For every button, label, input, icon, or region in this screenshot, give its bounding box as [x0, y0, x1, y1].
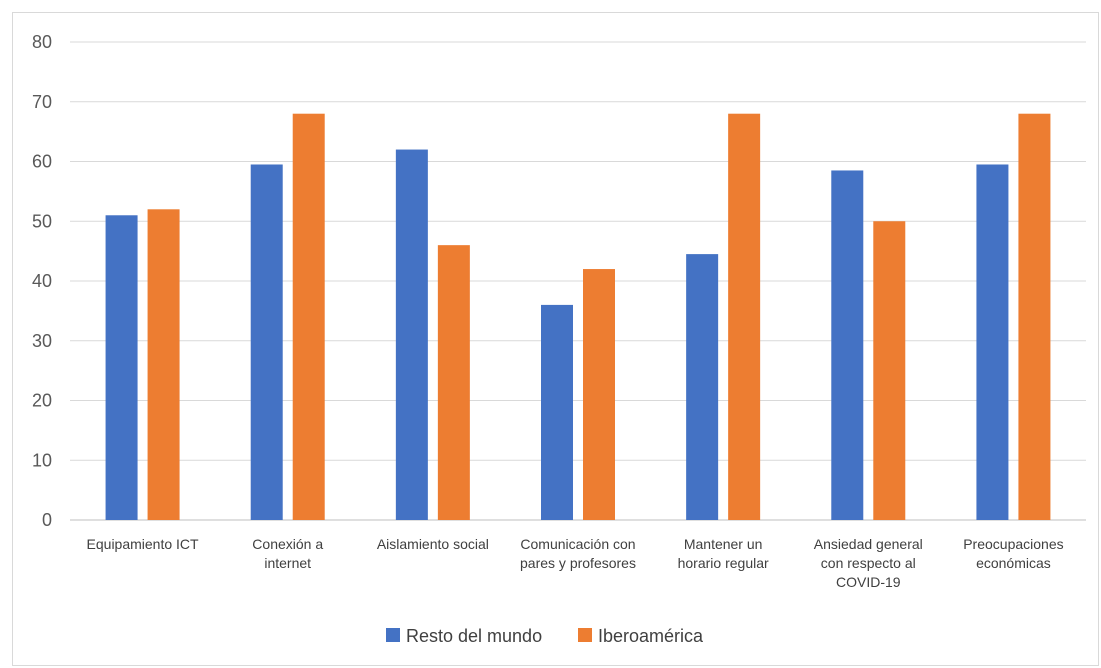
category-label: Ansiedad general con respecto al COVID-19: [814, 536, 923, 590]
legend: Resto del mundo Iberoamérica: [386, 626, 704, 646]
bar: [147, 209, 180, 521]
y-tick-label: 40: [32, 271, 52, 291]
category-label: Mantener un horario regular: [678, 536, 769, 571]
y-tick-label: 30: [32, 331, 52, 351]
bar: [395, 149, 428, 521]
legend-swatch: [578, 628, 592, 642]
bar: [437, 245, 470, 520]
bar: [873, 221, 906, 520]
bar: [292, 113, 325, 520]
bar: [686, 254, 719, 521]
legend-label: Resto del mundo: [406, 626, 542, 646]
y-tick-label: 70: [32, 92, 52, 112]
y-tick-label: 20: [32, 391, 52, 411]
bars: [105, 113, 1051, 521]
category-label: Equipamiento ICT: [87, 536, 200, 552]
y-tick-label: 0: [42, 510, 52, 530]
bar: [831, 170, 864, 520]
y-tick-label: 50: [32, 211, 52, 231]
bar: [728, 113, 761, 520]
category-label: Conexión a internet: [252, 536, 323, 571]
legend-swatch: [386, 628, 400, 642]
category-label: Aislamiento social: [377, 536, 489, 552]
y-axis-ticks: 0 10 20 30 40 50 60 70 80: [32, 32, 52, 530]
x-axis-categories: Equipamiento ICT Conexión a internet Aislam…: [87, 536, 1064, 590]
bar: [105, 215, 138, 520]
y-tick-label: 80: [32, 32, 52, 52]
bar: [250, 164, 283, 521]
bar: [583, 269, 615, 520]
category-label: Comunicación con pares y profesores: [520, 536, 636, 571]
bar: [1018, 113, 1051, 520]
legend-label: Iberoamérica: [598, 626, 704, 646]
bar: [541, 304, 573, 520]
y-tick-label: 10: [32, 450, 52, 470]
category-label: Preocupaciones económicas: [963, 536, 1063, 571]
bar: [976, 164, 1009, 521]
gridlines: [70, 41, 1086, 521]
y-tick-label: 60: [32, 152, 52, 172]
